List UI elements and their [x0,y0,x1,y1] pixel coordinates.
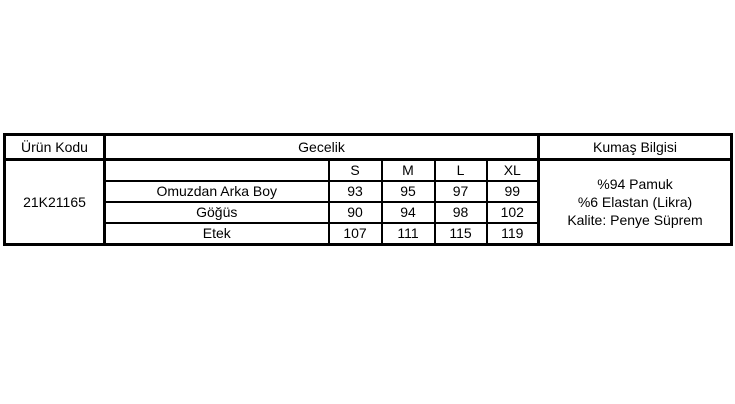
measurement-row-chest: Göğüs 90 94 98 102 [5,201,732,224]
measurement-row-shoulder-back: Omuzdan Arka Boy 93 95 97 99 [5,180,732,203]
fabric-header: Kumaş Bilgisi [537,133,733,161]
size-chart-table: Ürün Kodu Gecelik Kumaş Bilgisi 21K21165… [3,133,734,246]
measurement-row-skirt: Etek 107 111 115 119 [5,222,732,246]
fabric-info-line-1: %94 Pamuk [597,175,673,192]
measurement-value-cell: 111 [380,222,436,246]
measurement-value-cell: 99 [485,180,540,203]
table-header-row: Ürün Kodu Gecelik Kumaş Bilgisi [3,133,733,161]
measurement-label-cell: Etek [103,222,330,246]
fabric-info-line-3: Kalite: Penye Süprem [567,212,703,229]
size-header-m: M [380,158,436,182]
measurement-value-cell: 97 [433,180,488,203]
product-code-cell: 21K21165 [3,158,106,246]
size-header-s: S [327,158,383,182]
measurement-value-cell: 102 [485,201,540,224]
measurement-value-cell: 115 [433,222,488,246]
size-header-row: 21K21165 S M L XL %94 Pamuk %6 Elastan (… [3,158,733,246]
fabric-info-line-2: %6 Elastan (Likra) [577,193,693,210]
measurement-value-cell: 90 [327,201,383,224]
measurement-value-cell: 107 [327,222,383,246]
category-header: Gecelik [103,133,540,161]
size-header-spacer [103,158,330,182]
measurement-label-cell: Omuzdan Arka Boy [103,180,330,203]
measurement-value-cell: 93 [327,180,383,203]
size-header-l: L [433,158,488,182]
fabric-info-cell: %94 Pamuk %6 Elastan (Likra) Kalite: Pen… [537,158,733,246]
size-header-xl: XL [485,158,540,182]
measurement-value-cell: 94 [380,201,436,224]
measurement-value-cell: 95 [380,180,436,203]
product-code-header: Ürün Kodu [3,133,106,161]
measurement-label-cell: Göğüs [103,201,330,224]
measurement-value-cell: 119 [485,222,540,246]
measurement-value-cell: 98 [433,201,488,224]
